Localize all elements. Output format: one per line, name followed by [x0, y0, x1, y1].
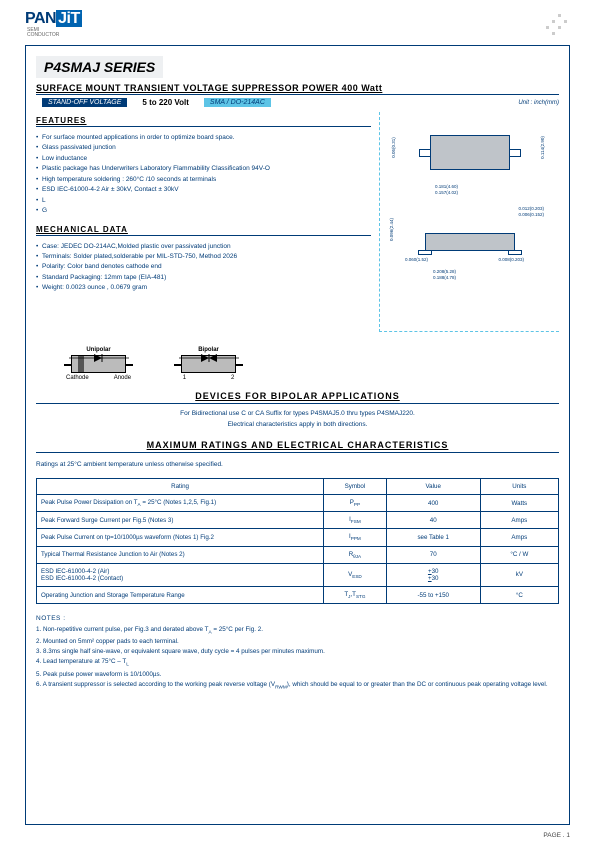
- col-symbol: Symbol: [324, 479, 387, 495]
- logo-brand-a: PAN: [25, 10, 56, 27]
- max-ratings-title: MAXIMUM RATINGS AND ELECTRICAL CHARACTER…: [36, 440, 559, 453]
- mech-list: Case: JEDEC DO-214AC,Molded plastic over…: [36, 240, 371, 298]
- feature-item: High temperature soldering : 260°C /10 s…: [36, 175, 371, 185]
- series-title: P4SMAJ SERIES: [36, 56, 163, 78]
- header: PANJiT SEMI CONDUCTOR: [0, 0, 595, 45]
- features-list: For surface mounted applications in orde…: [36, 131, 371, 221]
- table-row: Peak Pulse Power Dissipation on TA = 25°…: [37, 495, 559, 512]
- notes-title: NOTES :: [36, 614, 559, 624]
- mech-item: Weight: 0.0023 ounce , 0.0679 gram: [36, 283, 371, 293]
- note-item: 5. Peak pulse power waveform is 10/1000µ…: [36, 670, 559, 680]
- pkg-top: [430, 135, 510, 170]
- col-rating: Rating: [37, 479, 324, 495]
- feature-item: G: [36, 206, 371, 216]
- col-units: Units: [480, 479, 558, 495]
- side-view-diagram: 0.012(0.203) 0.006(0.152) 0.096(2.44) 0.…: [385, 212, 554, 272]
- feature-item: Low inductance: [36, 154, 371, 164]
- mech-title: MECHANICAL DATA: [36, 225, 371, 236]
- bipolar-text-2: Electrical characteristics apply in both…: [36, 419, 559, 430]
- unit-label: Unit : inch(mm): [518, 100, 559, 106]
- left-column: FEATURES For surface mounted application…: [36, 112, 371, 332]
- logo-brand-b: JiT: [56, 10, 82, 27]
- table-row: Peak Forward Surge Current per Fig.5 (No…: [37, 512, 559, 529]
- feature-item: ESD IEC-61000-4-2 Air ± 30kV, Contact ± …: [36, 185, 371, 195]
- decorative-dots: [540, 10, 570, 40]
- bipolar-title: DEVICES FOR BIPOLAR APPLICATIONS: [36, 391, 559, 404]
- bipolar-text-1: For Bidirectional use C or CA Suffix for…: [36, 408, 559, 419]
- package-drawings: 0.181(4.60) 0.157(4.02) 0.05(0.31) 0.114…: [379, 112, 559, 332]
- note-item: 4. Lead temperature at 75°C – TL: [36, 657, 559, 669]
- diode-symbol-bi: [174, 351, 244, 366]
- subtitle-bar: SURFACE MOUNT TRANSIENT VOLTAGE SUPPRESS…: [36, 83, 559, 95]
- polarity-diagrams: Unipolar Cathode Anode Bipolar 1 2: [66, 347, 559, 381]
- page-number: PAGE . 1: [543, 832, 570, 839]
- package-badge: SMA / DO-214AC: [204, 98, 271, 107]
- bipolar-diagram: Bipolar 1 2: [181, 347, 236, 381]
- feature-item: Plastic package has Underwriters Laborat…: [36, 164, 371, 174]
- subtitle: SURFACE MOUNT TRANSIENT VOLTAGE SUPPRESS…: [36, 83, 382, 93]
- note-item: 3. 8.3ms single half sine-wave, or equiv…: [36, 647, 559, 657]
- logo-sub: SEMI CONDUCTOR: [27, 28, 82, 38]
- feature-item: L: [36, 196, 371, 206]
- mech-item: Case: JEDEC DO-214AC,Molded plastic over…: [36, 242, 371, 252]
- page-frame: P4SMAJ SERIES SURFACE MOUNT TRANSIENT VO…: [25, 45, 570, 825]
- feature-item: Glass passivated junction: [36, 143, 371, 153]
- logo: PANJiT SEMI CONDUCTOR: [25, 10, 82, 38]
- col-value: Value: [386, 479, 480, 495]
- note-item: 2. Mounted on 5mm² copper pads to each t…: [36, 637, 559, 647]
- top-view-diagram: 0.181(4.60) 0.157(4.02) 0.05(0.31) 0.114…: [385, 117, 554, 187]
- table-row: Peak Pulse Current on tp=10/1000µs wavef…: [37, 529, 559, 546]
- feature-item: For surface mounted applications in orde…: [36, 133, 371, 143]
- table-row: ESD IEC-61000-4-2 (Air)ESD IEC-61000-4-2…: [37, 563, 559, 586]
- ratings-intro: Ratings at 25°C ambient temperature unle…: [36, 457, 559, 472]
- unipolar-diagram: Unipolar Cathode Anode: [66, 347, 131, 381]
- diode-symbol-uni: [64, 351, 134, 366]
- table-row: Operating Junction and Storage Temperatu…: [37, 586, 559, 603]
- ratings-table: Rating Symbol Value Units Peak Pulse Pow…: [36, 478, 559, 604]
- table-row: Typical Thermal Resistance Junction to A…: [37, 546, 559, 563]
- volt-range: 5 to 220 Volt: [127, 97, 204, 108]
- standoff-badge: STAND-OFF VOLTAGE: [42, 98, 127, 107]
- notes-section: NOTES : 1. Non-repetitive current pulse,…: [36, 614, 559, 692]
- mech-item: Polarity: Color band denotes cathode end: [36, 262, 371, 272]
- mech-item: Terminals: Solder plated,solderable per …: [36, 252, 371, 262]
- features-title: FEATURES: [36, 116, 371, 127]
- note-item: 6. A transient suppressor is selected ac…: [36, 680, 559, 692]
- note-item: 1. Non-repetitive current pulse, per Fig…: [36, 625, 559, 637]
- mech-item: Standard Packaging: 12mm tape (EIA-481): [36, 273, 371, 283]
